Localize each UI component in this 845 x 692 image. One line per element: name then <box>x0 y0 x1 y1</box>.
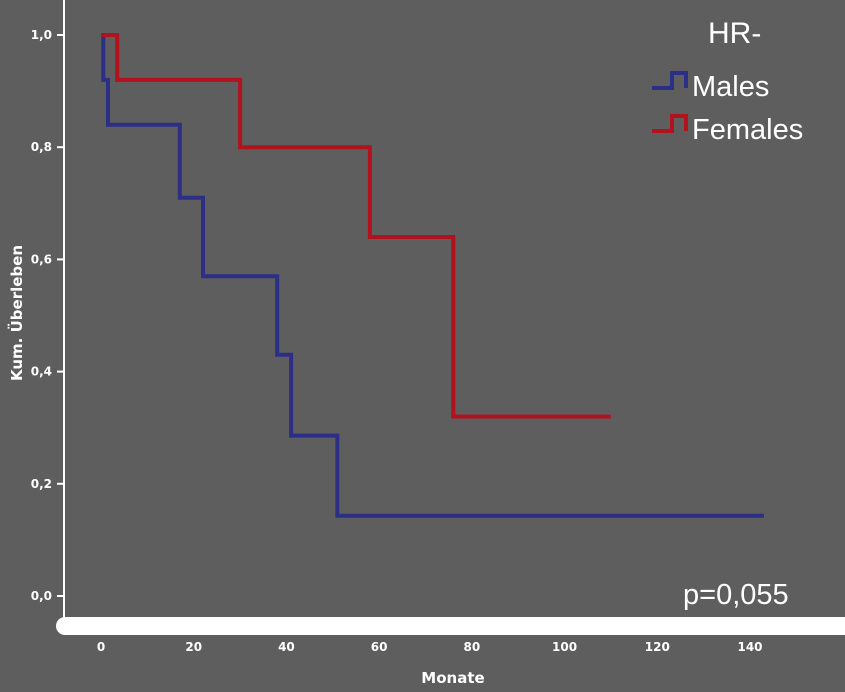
legend-label-females: Females <box>692 114 803 146</box>
x-tick-label: 140 <box>737 640 762 654</box>
legend-title: HR- <box>708 17 761 50</box>
x-tick-label: 0 <box>97 640 105 654</box>
survival-curve-females <box>101 33 611 419</box>
y-tick-label: 0,4 <box>31 365 52 379</box>
x-tick-label: 120 <box>645 640 670 654</box>
plot-area: 0,0 0,2 0,4 0,6 0,8 1,0 0 20 40 60 80 100 120 140 <box>31 0 845 654</box>
x-tick-label: 80 <box>464 640 481 654</box>
x-tick-label: 60 <box>371 640 388 654</box>
legend: HR- Males Females <box>652 17 803 146</box>
y-tick-label: 0,2 <box>31 477 52 491</box>
y-axis-title: Kum. Überleben <box>7 245 26 381</box>
legend-label-males: Males <box>692 71 769 103</box>
x-axis-bar <box>56 617 845 635</box>
x-tick-label: 100 <box>552 640 577 654</box>
legend-swatch-males <box>652 71 688 90</box>
x-axis-title: Monate <box>421 669 484 687</box>
y-tick-label: 1,0 <box>31 28 52 42</box>
legend-swatch-females <box>652 114 688 133</box>
x-tick-label: 40 <box>278 640 295 654</box>
x-axis-ticks: 0 20 40 60 80 100 120 140 <box>97 640 763 654</box>
x-tick-label: 20 <box>185 640 202 654</box>
y-axis-ticks: 0,0 0,2 0,4 0,6 0,8 1,0 <box>31 28 64 603</box>
survival-curve-males <box>101 33 764 518</box>
y-tick-label: 0,6 <box>31 252 52 266</box>
p-value-annotation: p=0,055 <box>683 579 789 611</box>
y-tick-label: 0,0 <box>31 589 52 603</box>
y-tick-label: 0,8 <box>31 140 52 154</box>
series-layer <box>101 33 764 518</box>
